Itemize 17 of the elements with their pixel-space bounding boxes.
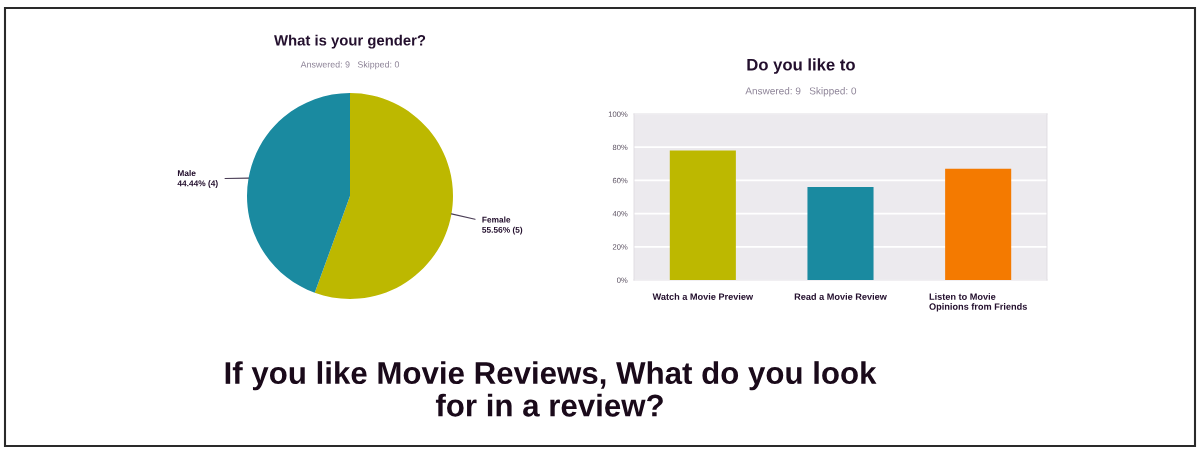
x-tick-label: Listen to Movie Opinions from Friends: [929, 293, 1027, 312]
chart-subtitle: Answered: 9 Skipped: 0: [300, 61, 400, 70]
bar: [669, 150, 736, 280]
pie-slice: [247, 93, 350, 293]
chart-title: Do you like to: [747, 58, 855, 74]
bar: [945, 168, 1012, 280]
bar: [807, 187, 874, 280]
x-tick-label: Watch a Movie Preview: [652, 293, 754, 300]
chart-subtitle: Answered: 9 Skipped: 0: [745, 87, 857, 97]
pie-slice: [314, 93, 453, 299]
chart-title: What is your gender?: [274, 34, 426, 49]
data-label: 55.56% (5): [482, 226, 523, 235]
x-tick-label: Read a Movie Review: [794, 293, 887, 300]
slice-label: Female: [482, 216, 511, 223]
slice-label: Male: [177, 169, 196, 177]
text: If you like Movie Reviews, What do you look for in a review?: [225, 361, 877, 417]
data-label: 44.44% (4): [177, 180, 218, 188]
